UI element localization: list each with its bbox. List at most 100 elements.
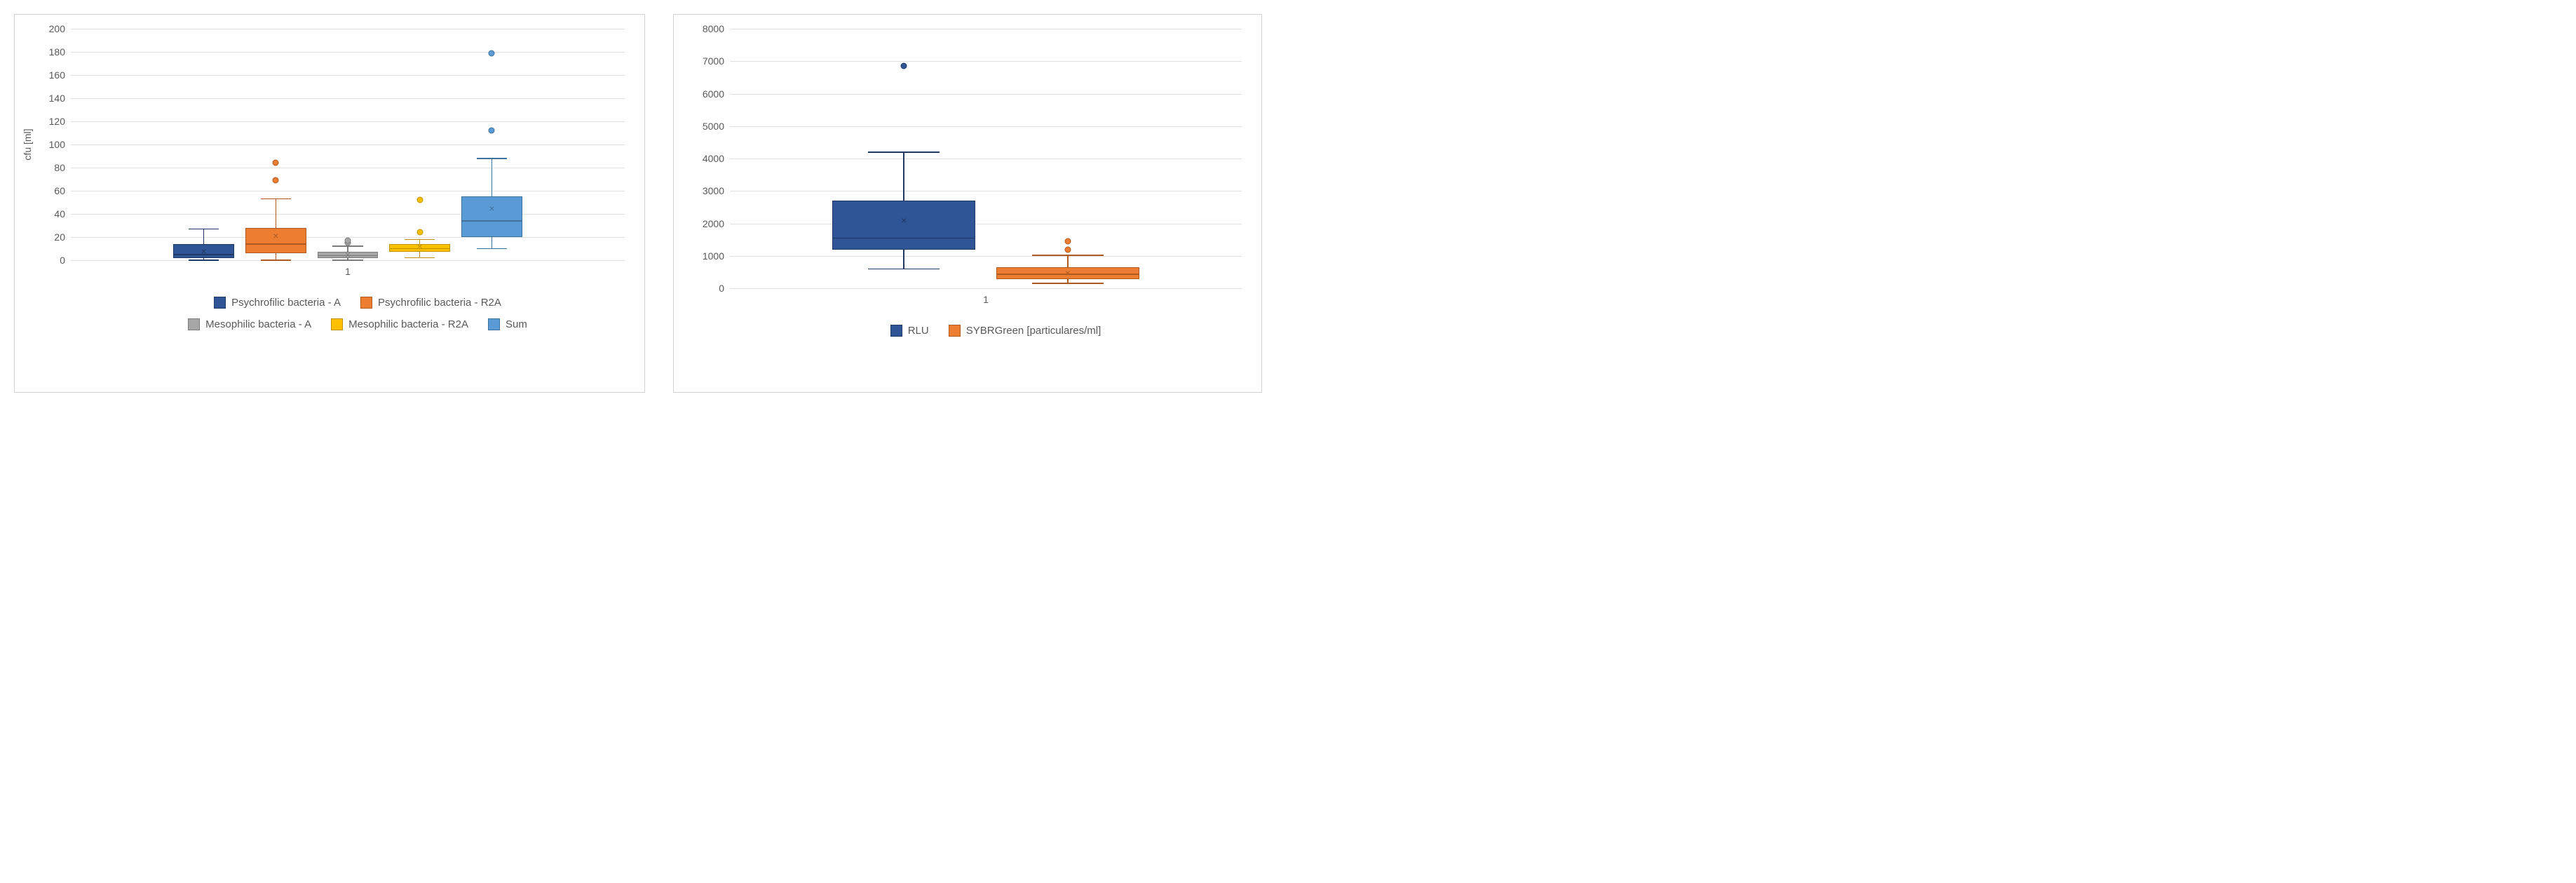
outlier [1064, 246, 1071, 252]
legend-item: Psychrofilic bacteria - R2A [360, 297, 501, 309]
whisker-cap [405, 239, 435, 241]
whisker-cap [1032, 283, 1104, 284]
gridline [71, 121, 625, 122]
y-tick-label: 3000 [703, 185, 730, 196]
y-tick-label: 7000 [703, 55, 730, 67]
whisker [276, 199, 277, 228]
y-tick-label: 1000 [703, 250, 730, 262]
legend-swatch [488, 318, 500, 330]
whisker [492, 237, 493, 249]
whisker [1067, 255, 1069, 267]
legend-item: Mesophilic bacteria - R2A [331, 318, 468, 330]
legend-item: SYBRGreen [particulares/ml] [949, 325, 1101, 337]
y-tick-label: 180 [49, 46, 71, 58]
mean-mark: × [345, 250, 351, 259]
gridline [71, 75, 625, 76]
whisker-cap [868, 269, 940, 270]
outlier [489, 128, 495, 134]
plot-area: 010002000300040005000600070008000××1 [730, 29, 1242, 288]
legend-item: Psychrofilic bacteria - A [214, 297, 341, 309]
whisker-cap [261, 198, 291, 200]
gridline [730, 61, 1242, 62]
whisker [903, 250, 904, 269]
gridline [730, 94, 1242, 95]
gridline [71, 214, 625, 215]
y-tick-label: 40 [54, 208, 71, 220]
legend-swatch [949, 325, 961, 337]
legend-label: RLU [908, 325, 929, 337]
whisker-cap [1032, 255, 1104, 256]
gridline [71, 98, 625, 99]
y-tick-label: 140 [49, 93, 71, 104]
legend-label: Mesophilic bacteria - R2A [348, 318, 468, 330]
outlier [1064, 238, 1071, 244]
whisker [203, 229, 205, 243]
mean-mark: × [273, 231, 278, 241]
x-category-label: 1 [983, 288, 989, 305]
median-line [832, 238, 975, 239]
outlier [273, 160, 279, 166]
y-tick-label: 8000 [703, 23, 730, 34]
gridline [730, 256, 1242, 257]
legend-swatch [188, 318, 200, 330]
legend-label: Sum [506, 318, 527, 330]
whisker-cap [405, 257, 435, 259]
legend-item: Mesophilic bacteria - A [188, 318, 311, 330]
y-tick-label: 200 [49, 23, 71, 34]
gridline [71, 144, 625, 145]
y-tick-label: 80 [54, 162, 71, 173]
y-tick-label: 6000 [703, 88, 730, 100]
outlier [273, 177, 279, 184]
legend-swatch [214, 297, 226, 309]
outlier [416, 229, 423, 236]
legend: Psychrofilic bacteria - A Psychrofilic ba… [157, 285, 559, 330]
legend: RLU SYBRGreen [particulares/ml] [810, 314, 1182, 337]
legend-swatch [331, 318, 343, 330]
legend-label: Mesophilic bacteria - A [205, 318, 311, 330]
whisker-cap [477, 248, 507, 250]
mean-mark: × [201, 246, 207, 256]
plot-area: 020406080100120140160180200×××××1 [71, 29, 625, 260]
y-tick-label: 160 [49, 69, 71, 81]
y-tick-label: 0 [60, 255, 71, 266]
whisker-cap [477, 158, 507, 159]
mean-mark: × [1065, 268, 1071, 278]
whisker-cap [189, 229, 219, 230]
y-tick-label: 100 [49, 139, 71, 150]
y-tick-label: 0 [719, 283, 730, 294]
gridline [71, 52, 625, 53]
y-tick-label: 2000 [703, 218, 730, 229]
outlier [416, 197, 423, 203]
legend-swatch [360, 297, 372, 309]
chart-left: cfu [ml] 0 20 40 60 80 100 120 140 160 180 200 × × × × ×… [14, 14, 645, 393]
median-line [245, 243, 306, 245]
gridline [730, 126, 1242, 127]
legend-item: Sum [488, 318, 527, 330]
median-line [461, 220, 522, 222]
y-tick-label: 120 [49, 116, 71, 127]
outlier [901, 63, 907, 69]
mean-mark: × [901, 215, 907, 225]
whisker [492, 159, 493, 196]
y-tick-label: 60 [54, 185, 71, 196]
y-axis-title: cfu [ml] [22, 128, 33, 160]
legend-label: Psychrofilic bacteria - A [231, 297, 341, 309]
legend-swatch [890, 325, 902, 337]
y-tick-label: 5000 [703, 121, 730, 132]
mean-mark: × [489, 203, 494, 213]
whisker-cap [189, 259, 219, 261]
y-tick-label: 4000 [703, 153, 730, 164]
whisker-cap [868, 151, 940, 153]
chart-right: 0 1000 2000 3000 4000 5000 6000 7000 8000 × × 1 RLU S… [673, 14, 1262, 393]
y-tick-label: 20 [54, 231, 71, 243]
mean-mark: × [417, 241, 423, 251]
outlier [345, 237, 351, 243]
legend-label: Psychrofilic bacteria - R2A [378, 297, 501, 309]
whisker-cap [261, 259, 291, 261]
charts-root: cfu [ml] 0 20 40 60 80 100 120 140 160 180 200 × × × × ×… [14, 14, 1262, 393]
outlier [489, 50, 495, 56]
x-category-label: 1 [345, 260, 351, 277]
legend-label: SYBRGreen [particulares/ml] [966, 325, 1101, 337]
legend-item: RLU [890, 325, 929, 337]
whisker [903, 152, 904, 201]
